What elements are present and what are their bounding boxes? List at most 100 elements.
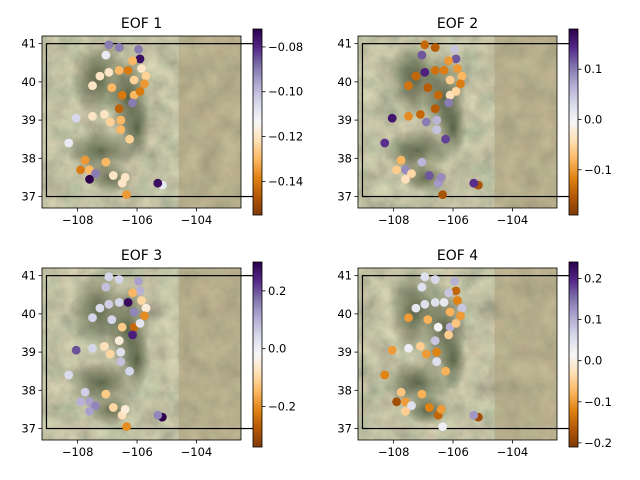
station-point bbox=[407, 169, 416, 179]
colorbar: 0.2 0.1 0.0 −0.1 −0.2 bbox=[568, 261, 612, 450]
station-point bbox=[100, 342, 109, 351]
station-point bbox=[453, 64, 462, 73]
station-point bbox=[416, 342, 425, 351]
station-point bbox=[451, 87, 461, 96]
station-point bbox=[134, 45, 143, 54]
colorbar-tick-label: −0.08 bbox=[268, 40, 303, 54]
colorbar-tick-label: 0.0 bbox=[584, 354, 602, 368]
station-point bbox=[439, 298, 449, 307]
station-point bbox=[392, 165, 401, 175]
station-point bbox=[411, 303, 421, 313]
colorbar-tick-label: 0.2 bbox=[584, 271, 602, 285]
station-point bbox=[104, 272, 114, 282]
y-tick-label: 38 bbox=[337, 151, 352, 165]
colorbar-tick-label: −0.1 bbox=[584, 395, 612, 409]
station-point bbox=[380, 138, 390, 148]
station-point bbox=[122, 422, 131, 431]
colorbar-tick-label: −0.2 bbox=[584, 436, 612, 450]
station-point bbox=[153, 410, 163, 420]
station-point bbox=[76, 165, 85, 175]
station-point bbox=[135, 54, 145, 64]
x-tick-label: −106 bbox=[121, 213, 153, 227]
y-tick-label: 41 bbox=[337, 37, 352, 51]
colorbar-tick-label: −0.2 bbox=[268, 400, 296, 414]
y-tick-label: 40 bbox=[337, 75, 352, 89]
station-point bbox=[105, 349, 115, 359]
colorbar-tick-label: 0.1 bbox=[584, 313, 602, 327]
eof-panel-4: EOF 4 −108 −106 −104 37 38 39 40 41 0.2 0.1 0.0 −0.1… bbox=[337, 248, 612, 459]
station-point bbox=[417, 389, 427, 399]
x-tick-label: −104 bbox=[497, 213, 529, 227]
station-point bbox=[451, 319, 461, 328]
colorbar-tick-label: −0.1 bbox=[584, 163, 612, 177]
station-point bbox=[128, 288, 138, 298]
colorbar-tick-label: 0.2 bbox=[268, 284, 286, 298]
y-tick-label: 38 bbox=[21, 383, 36, 397]
station-point bbox=[404, 111, 413, 121]
station-point bbox=[104, 40, 114, 50]
station-point bbox=[85, 406, 94, 416]
station-point bbox=[141, 303, 151, 313]
y-tick-label: 38 bbox=[337, 383, 352, 397]
colorbar-tick-label: 0.0 bbox=[584, 112, 602, 126]
station-point bbox=[430, 298, 440, 307]
station-point bbox=[108, 171, 118, 180]
station-point bbox=[420, 67, 430, 77]
station-point bbox=[101, 389, 111, 399]
station-point bbox=[456, 311, 465, 321]
station-point bbox=[401, 406, 410, 416]
x-tick-label: −108 bbox=[378, 213, 410, 227]
station-point bbox=[120, 173, 130, 182]
station-point bbox=[101, 50, 111, 60]
station-point bbox=[407, 401, 416, 410]
station-point bbox=[95, 303, 105, 313]
station-point bbox=[114, 43, 124, 52]
y-tick-label: 41 bbox=[337, 269, 352, 283]
station-point bbox=[125, 366, 134, 376]
station-point bbox=[108, 403, 118, 412]
station-point bbox=[423, 315, 433, 324]
station-point bbox=[444, 98, 453, 108]
x-tick-label: −108 bbox=[378, 445, 410, 459]
colorbar: 0.2 0.0 −0.2 bbox=[252, 261, 296, 448]
colorbar-tick-label: 0.1 bbox=[584, 62, 602, 76]
station-point bbox=[380, 370, 390, 380]
station-point bbox=[116, 125, 126, 134]
panel-title: EOF 1 bbox=[121, 16, 162, 32]
station-point bbox=[432, 115, 442, 125]
colorbar: 0.1 0.0 −0.1 bbox=[568, 28, 612, 216]
station-point bbox=[432, 125, 442, 134]
station-point bbox=[104, 67, 114, 77]
station-point bbox=[140, 79, 149, 89]
y-tick-label: 40 bbox=[21, 307, 36, 321]
station-point bbox=[423, 83, 433, 92]
station-point bbox=[123, 66, 133, 75]
station-point bbox=[135, 319, 145, 328]
y-tick-label: 37 bbox=[21, 422, 36, 436]
station-point bbox=[116, 357, 126, 366]
y-tick-label: 39 bbox=[337, 345, 352, 359]
station-point bbox=[451, 286, 461, 296]
station-point bbox=[134, 277, 143, 286]
station-point bbox=[88, 81, 97, 91]
station-point bbox=[433, 322, 443, 332]
colorbar-tick-label: −0.10 bbox=[268, 85, 303, 99]
x-tick-label: −106 bbox=[121, 445, 153, 459]
y-tick-label: 37 bbox=[337, 422, 352, 436]
station-point bbox=[430, 43, 440, 52]
station-point bbox=[114, 336, 124, 345]
station-point bbox=[432, 347, 442, 357]
panel-title: EOF 2 bbox=[437, 16, 478, 32]
station-point bbox=[444, 288, 453, 298]
station-point bbox=[417, 157, 427, 167]
y-tick-label: 39 bbox=[337, 113, 352, 127]
y-tick-label: 40 bbox=[21, 75, 36, 89]
station-point bbox=[404, 81, 413, 91]
station-point bbox=[436, 405, 446, 414]
station-point bbox=[107, 315, 117, 324]
station-point bbox=[117, 90, 127, 100]
station-point bbox=[64, 370, 74, 380]
station-point bbox=[387, 113, 397, 123]
station-point bbox=[153, 178, 163, 188]
